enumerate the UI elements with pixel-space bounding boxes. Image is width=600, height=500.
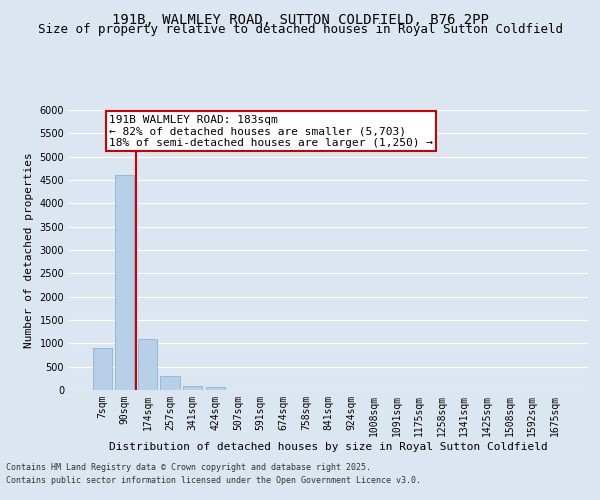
Bar (160, 376, 180, 390)
Text: Size of property relative to detached houses in Royal Sutton Coldfield: Size of property relative to detached ho… (37, 22, 563, 36)
Bar (183, 386, 202, 390)
Text: Contains public sector information licensed under the Open Government Licence v3: Contains public sector information licen… (6, 476, 421, 485)
Bar (115, 176, 134, 390)
X-axis label: Distribution of detached houses by size in Royal Sutton Coldfield: Distribution of detached houses by size … (109, 442, 548, 452)
Text: 191B, WALMLEY ROAD, SUTTON COLDFIELD, B76 2PP: 191B, WALMLEY ROAD, SUTTON COLDFIELD, B7… (112, 12, 488, 26)
Y-axis label: Number of detached properties: Number of detached properties (24, 152, 34, 348)
Bar (138, 338, 157, 390)
Bar (206, 388, 225, 390)
Bar (92, 348, 112, 390)
Text: Contains HM Land Registry data © Crown copyright and database right 2025.: Contains HM Land Registry data © Crown c… (6, 462, 371, 471)
Text: 191B WALMLEY ROAD: 183sqm
← 82% of detached houses are smaller (5,703)
18% of se: 191B WALMLEY ROAD: 183sqm ← 82% of detac… (109, 114, 433, 148)
